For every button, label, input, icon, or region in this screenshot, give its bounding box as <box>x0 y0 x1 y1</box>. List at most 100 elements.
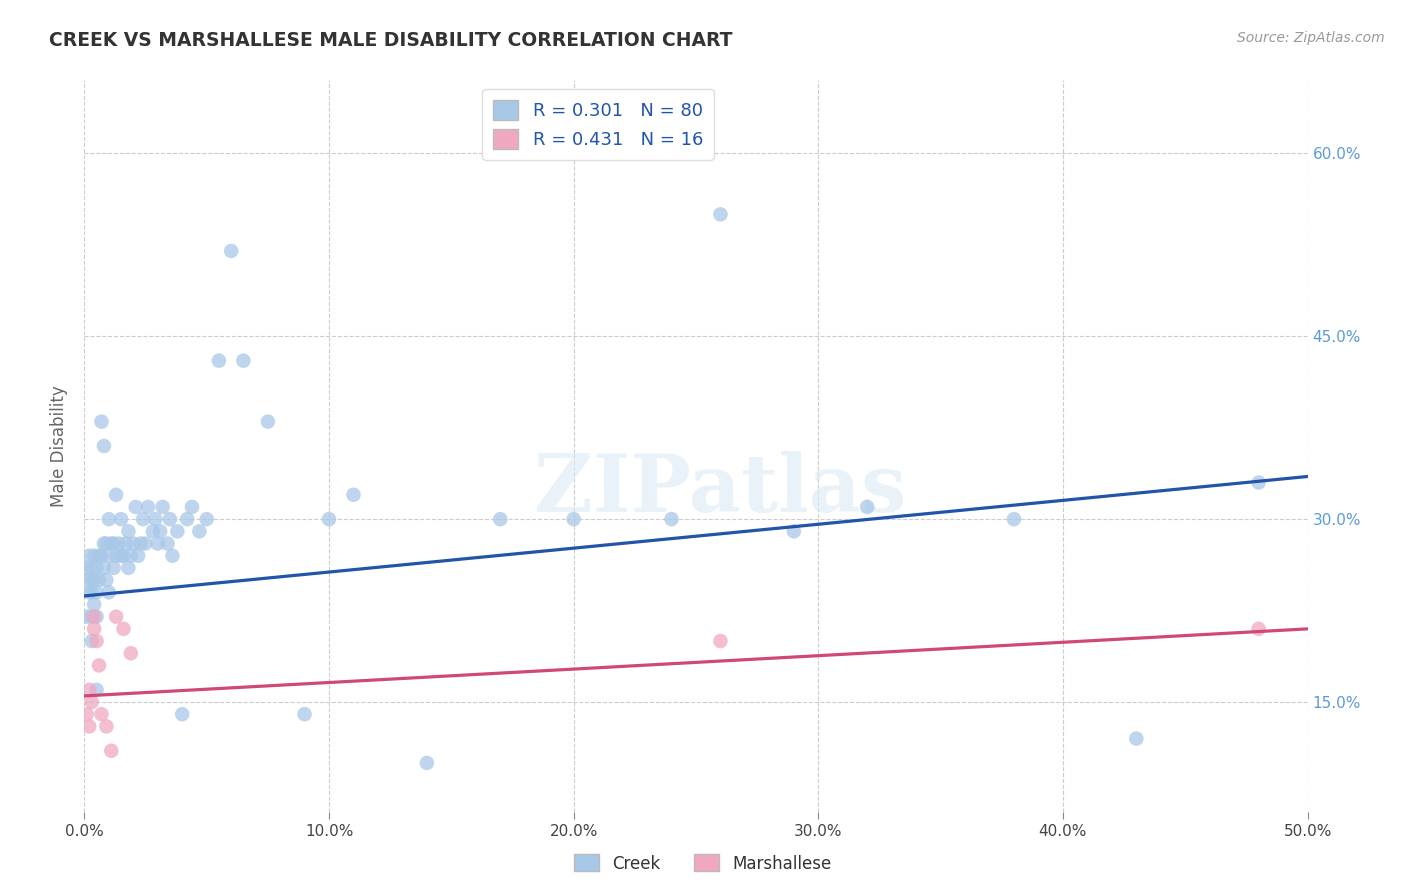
Point <box>90 707 112 722</box>
Point <box>195 512 218 526</box>
Point <box>105 549 128 563</box>
Y-axis label: Male Disability: Male Disability <box>51 385 69 507</box>
Point <box>257 415 280 429</box>
Point <box>76 561 98 575</box>
Point <box>105 609 128 624</box>
Point <box>132 512 155 526</box>
Point <box>149 524 172 539</box>
Point <box>709 207 731 221</box>
Point <box>100 536 122 550</box>
Point <box>77 682 100 697</box>
Point <box>77 719 100 733</box>
Point <box>318 512 340 526</box>
Point <box>97 512 120 526</box>
Point <box>87 573 110 587</box>
Point <box>110 549 132 563</box>
Point <box>416 756 439 770</box>
Point <box>83 573 105 587</box>
Point <box>117 561 139 575</box>
Point <box>709 634 731 648</box>
Point <box>96 573 118 587</box>
Point <box>83 549 105 563</box>
Point <box>80 585 103 599</box>
Point <box>87 658 110 673</box>
Legend: Creek, Marshallese: Creek, Marshallese <box>568 847 838 880</box>
Point <box>1247 475 1270 490</box>
Point <box>80 573 103 587</box>
Legend: R = 0.301   N = 80, R = 0.431   N = 16: R = 0.301 N = 80, R = 0.431 N = 16 <box>482 89 714 160</box>
Point <box>80 634 103 648</box>
Point <box>90 415 112 429</box>
Point <box>208 353 231 368</box>
Point <box>80 609 103 624</box>
Point <box>562 512 585 526</box>
Point <box>93 561 115 575</box>
Point <box>122 536 145 550</box>
Point <box>83 598 105 612</box>
Point <box>120 549 142 563</box>
Point <box>100 744 122 758</box>
Point <box>129 536 152 550</box>
Text: CREEK VS MARSHALLESE MALE DISABILITY CORRELATION CHART: CREEK VS MARSHALLESE MALE DISABILITY COR… <box>49 31 733 50</box>
Point <box>856 500 879 514</box>
Point <box>103 561 125 575</box>
Point <box>90 549 112 563</box>
Point <box>93 439 115 453</box>
Point <box>135 536 157 550</box>
Point <box>162 549 184 563</box>
Point <box>156 536 179 550</box>
Point <box>142 524 165 539</box>
Point <box>80 695 103 709</box>
Point <box>1125 731 1147 746</box>
Point <box>76 609 98 624</box>
Point <box>172 707 194 722</box>
Point <box>112 622 135 636</box>
Point <box>120 646 142 660</box>
Point <box>143 512 166 526</box>
Point <box>117 524 139 539</box>
Point <box>76 707 98 722</box>
Point <box>146 536 169 550</box>
Point <box>342 488 364 502</box>
Point <box>1002 512 1025 526</box>
Point <box>107 536 129 550</box>
Point <box>1247 622 1270 636</box>
Point <box>77 549 100 563</box>
Point <box>86 585 108 599</box>
Point <box>188 524 211 539</box>
Text: Source: ZipAtlas.com: Source: ZipAtlas.com <box>1237 31 1385 45</box>
Point <box>83 609 105 624</box>
Point <box>661 512 683 526</box>
Point <box>115 536 138 550</box>
Point <box>110 512 132 526</box>
Point <box>97 585 120 599</box>
Point <box>181 500 204 514</box>
Point <box>127 549 149 563</box>
Point <box>232 353 254 368</box>
Point <box>489 512 512 526</box>
Point <box>86 609 108 624</box>
Point <box>86 634 108 648</box>
Point <box>97 549 120 563</box>
Point <box>93 536 115 550</box>
Point <box>86 561 108 575</box>
Point <box>783 524 806 539</box>
Point <box>136 500 159 514</box>
Point <box>77 585 100 599</box>
Point <box>159 512 181 526</box>
Point <box>125 500 148 514</box>
Point <box>105 488 128 502</box>
Point <box>294 707 316 722</box>
Point <box>166 524 188 539</box>
Point <box>103 536 125 550</box>
Point <box>80 561 103 575</box>
Point <box>176 512 198 526</box>
Point <box>96 719 118 733</box>
Text: ZIPatlas: ZIPatlas <box>534 450 907 529</box>
Point <box>83 622 105 636</box>
Point <box>96 536 118 550</box>
Point <box>77 573 100 587</box>
Point <box>152 500 174 514</box>
Point <box>87 549 110 563</box>
Point <box>86 682 108 697</box>
